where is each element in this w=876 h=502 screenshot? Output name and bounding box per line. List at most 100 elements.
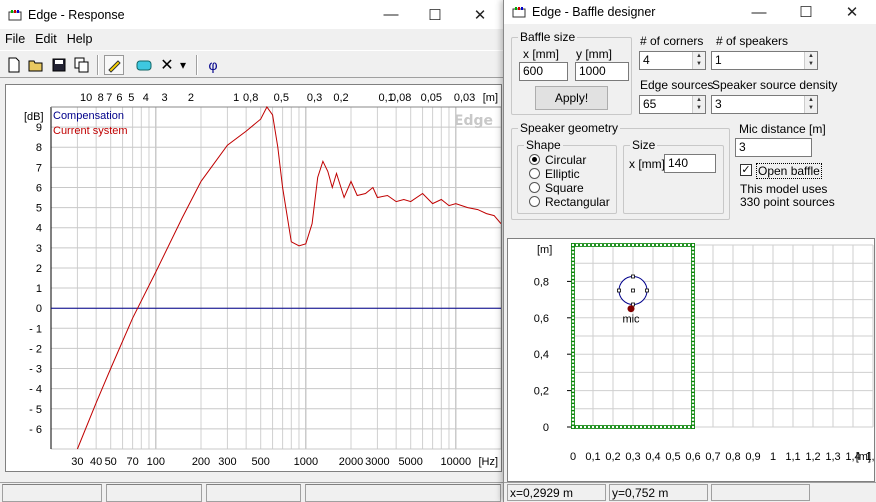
spin-arrows-icon[interactable]: ▲ ▼	[692, 52, 705, 69]
menu-file[interactable]: File	[5, 32, 26, 46]
dropdown-icon[interactable]: ▾	[179, 58, 187, 72]
edge-source	[571, 355, 575, 360]
copy-icon[interactable]	[72, 55, 92, 75]
edge-source	[691, 410, 695, 415]
x-tick-label: 70	[126, 456, 138, 468]
watermark: Edge	[454, 113, 493, 129]
phase-icon[interactable]: φ	[208, 57, 218, 73]
size-x-input[interactable]: 140	[664, 154, 716, 173]
x-tick-label: 2000	[339, 456, 363, 468]
x-tick-label: 50	[105, 456, 117, 468]
speakers-value: 1	[715, 53, 722, 67]
y-tick-label: 0	[36, 303, 42, 315]
edge-source	[691, 275, 695, 280]
edge-source	[571, 286, 575, 291]
menu-help[interactable]: Help	[66, 32, 93, 46]
baffle-x-input[interactable]: 600	[519, 62, 568, 81]
edge-source	[583, 243, 587, 247]
edge-source	[675, 425, 679, 429]
edge-source	[691, 406, 695, 411]
x-tick-label: 500	[252, 456, 270, 468]
edge-source	[599, 425, 603, 429]
edge-source	[571, 257, 575, 262]
x-tick-label: 0,1	[585, 451, 600, 463]
spin-arrows-icon[interactable]: ▲ ▼	[692, 96, 705, 113]
speakers-stepper[interactable]: 1 ▲ ▼	[711, 51, 818, 70]
edge-source	[691, 261, 695, 266]
edge-source	[691, 345, 695, 349]
new-icon[interactable]	[4, 55, 24, 75]
pen-icon[interactable]	[104, 55, 124, 75]
radio-circular[interactable]	[529, 154, 540, 165]
edge-source	[599, 243, 603, 247]
edge-source	[691, 355, 695, 360]
edge-source	[691, 268, 695, 273]
edge-source	[571, 304, 575, 309]
close-button[interactable]: ✕	[473, 6, 487, 24]
spin-arrows-icon[interactable]: ▲ ▼	[804, 96, 817, 113]
edge-source	[571, 421, 575, 426]
speaker-source	[617, 288, 621, 293]
edge-source	[691, 319, 695, 324]
y-tick-label: 8	[36, 142, 42, 154]
y-tick-label: - 3	[29, 364, 42, 376]
close-button[interactable]: ✕	[845, 4, 859, 21]
edge-source	[643, 425, 647, 429]
edge-source	[691, 377, 695, 382]
x-tick-label: 1	[770, 451, 776, 463]
top-tick-label: 0,03	[454, 92, 475, 104]
open-baffle-checkbox[interactable]: ✓	[740, 164, 752, 176]
edge-source	[691, 337, 695, 342]
baffle-y-input[interactable]: 1000	[575, 62, 629, 81]
edge-source	[691, 359, 695, 364]
edge-source	[571, 399, 575, 404]
minimize-button[interactable]: —	[383, 6, 399, 23]
edge-source	[691, 370, 695, 375]
baffle-statusbar: x=0,2929 m y=0,752 m	[504, 482, 876, 502]
edge-source	[571, 414, 575, 418]
density-stepper[interactable]: 3 ▲ ▼	[711, 95, 818, 114]
radio-square[interactable]	[529, 182, 540, 193]
edge-source	[667, 425, 671, 429]
edge-source	[691, 403, 695, 408]
delete-icon[interactable]: ✕	[160, 57, 174, 74]
edge-source	[571, 385, 575, 389]
edge-source	[607, 243, 611, 247]
y-tick-label: 0,6	[534, 313, 549, 325]
y-tick-label: 0	[543, 422, 549, 434]
edge-source	[595, 243, 599, 247]
edge-source	[663, 243, 667, 247]
app-icon	[8, 9, 22, 21]
top-tick-label: 6	[116, 92, 122, 104]
menu-edit[interactable]: Edit	[35, 32, 57, 46]
speaker-icon[interactable]	[134, 55, 154, 75]
edge-source	[675, 243, 679, 247]
baffle-plot[interactable]: 0 0,2 0,4 0,6 0,8 [m] 0 0,1 0,2 0,3 0,4 0,5 0,6 0,7 0,…	[507, 238, 876, 482]
edge-source	[571, 341, 575, 346]
open-icon[interactable]	[26, 55, 46, 75]
maximize-button[interactable]: ☐	[799, 4, 813, 21]
edge-source	[571, 312, 575, 317]
corners-stepper[interactable]: 4 ▲ ▼	[639, 51, 706, 70]
radio-elliptic[interactable]	[529, 168, 540, 179]
edge-source	[571, 381, 575, 386]
radio-rectangular[interactable]	[529, 196, 540, 207]
edge-sources-stepper[interactable]: 65 ▲ ▼	[639, 95, 706, 114]
minimize-button[interactable]: —	[751, 3, 767, 21]
edge-source	[571, 308, 575, 313]
maximize-button[interactable]: ☐	[428, 6, 442, 24]
edge-source	[691, 297, 695, 302]
save-icon[interactable]	[49, 55, 69, 75]
edge-source	[691, 374, 695, 378]
edge-source	[611, 425, 615, 429]
y-axis-label: [m]	[537, 244, 552, 256]
edge-source	[571, 348, 575, 353]
edge-source	[571, 246, 575, 251]
spin-arrows-icon[interactable]: ▲ ▼	[804, 52, 817, 69]
edge-source	[691, 315, 695, 320]
apply-button[interactable]: Apply!	[535, 86, 608, 110]
edge-source	[571, 283, 575, 287]
mic-distance-input[interactable]: 3	[735, 138, 812, 157]
